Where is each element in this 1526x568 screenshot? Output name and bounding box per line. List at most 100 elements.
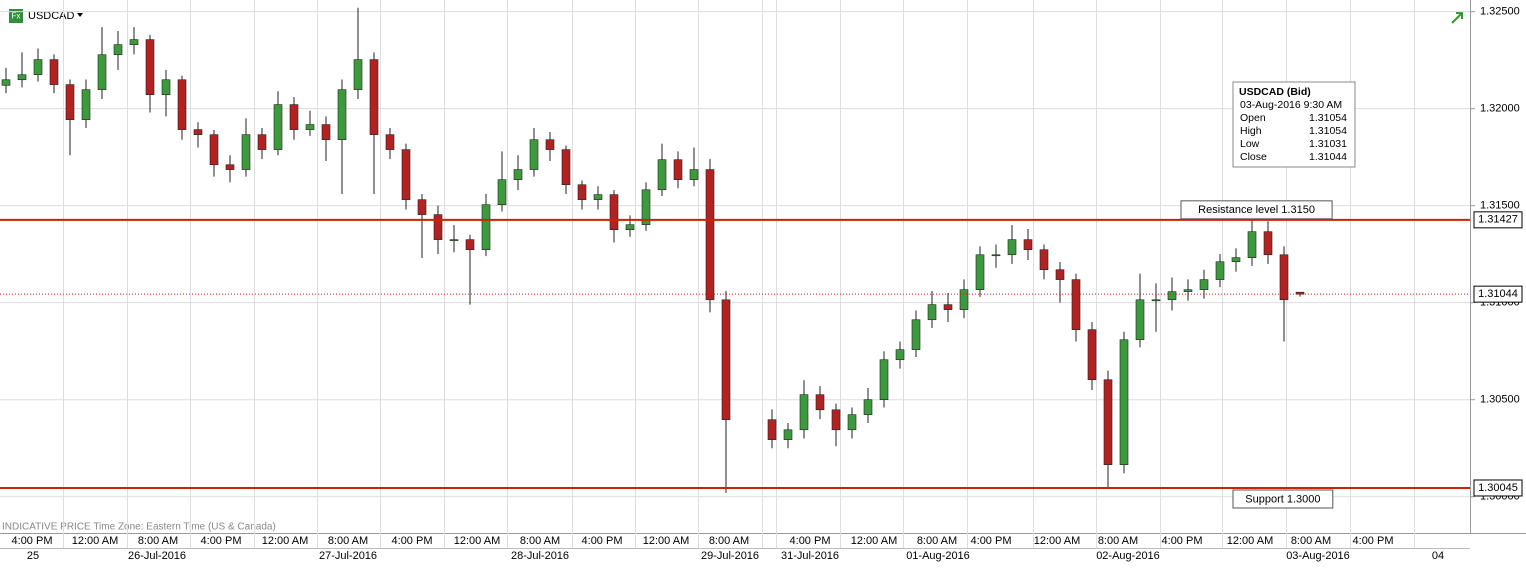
candle-body: [1103, 379, 1113, 466]
candle-body: [609, 194, 619, 231]
candle-body: [815, 394, 825, 411]
x-time-label: 8:00 AM: [1098, 535, 1138, 547]
price-level-label: 1.30045: [1478, 482, 1518, 494]
symbol-icon-text: Fx: [12, 12, 21, 21]
annotation-box: [1180, 200, 1333, 220]
x-date-label: 27-Jul-2016: [319, 550, 377, 562]
candle-body: [449, 239, 459, 241]
x-date-label: 01-Aug-2016: [906, 550, 970, 562]
candle-body: [497, 179, 507, 206]
x-time-label: 8:00 AM: [138, 535, 178, 547]
candle-body: [1, 79, 11, 86]
x-time-label: 12:00 AM: [72, 535, 118, 547]
candle-body: [959, 289, 969, 310]
candle-body: [577, 184, 587, 200]
x-date-label: 31-Jul-2016: [781, 550, 839, 562]
tooltip-row-label: Close: [1240, 151, 1267, 163]
candle-body: [975, 254, 985, 290]
candle-body: [657, 159, 667, 191]
tooltip-row-value: 1.31054: [1309, 112, 1347, 124]
candle-body: [1135, 299, 1145, 341]
candle-body: [81, 89, 91, 121]
candle-body: [783, 429, 793, 440]
x-time-label: 8:00 AM: [917, 535, 957, 547]
candle-body: [193, 129, 203, 135]
price-level-label: 1.31044: [1478, 288, 1518, 300]
candle-body: [1087, 329, 1097, 381]
x-time-label: 12:00 AM: [643, 535, 689, 547]
candle-body: [481, 204, 491, 251]
candle-body: [561, 149, 571, 186]
symbol-icon[interactable]: [9, 9, 23, 23]
x-date-label: 28-Jul-2016: [511, 550, 569, 562]
candle-body: [943, 304, 953, 310]
x-date-label: 29-Jul-2016: [701, 550, 759, 562]
x-time-label: 12:00 AM: [454, 535, 500, 547]
x-time-label: 8:00 AM: [520, 535, 560, 547]
candle-body: [385, 134, 395, 150]
x-time-label: 12:00 AM: [262, 535, 308, 547]
candle-body: [879, 359, 889, 401]
x-date-label: 03-Aug-2016: [1286, 550, 1350, 562]
x-date-label: 04: [1432, 550, 1444, 562]
candle-body: [257, 134, 267, 150]
candle-body: [1167, 291, 1177, 301]
x-time-label: 4:00 PM: [12, 535, 53, 547]
x-time-label: 4:00 PM: [971, 535, 1012, 547]
trend-icon: [1451, 12, 1463, 24]
candle-body: [767, 419, 777, 440]
y-tick-label: 1.30500: [1480, 394, 1520, 406]
tooltip-row-label: Low: [1240, 138, 1260, 150]
candle-body: [209, 134, 219, 166]
candle-body: [799, 394, 809, 431]
x-time-label: 4:00 PM: [392, 535, 433, 547]
candle-body: [1279, 254, 1289, 301]
dropdown-arrow[interactable]: [77, 13, 83, 17]
candle-body: [321, 124, 331, 141]
candle-body: [593, 194, 603, 200]
candle-body: [673, 159, 683, 180]
tooltip-box: [1232, 81, 1356, 168]
candle-body: [369, 59, 379, 135]
y-tick-label: 1.32000: [1480, 103, 1520, 115]
candle-body: [847, 414, 857, 431]
candle-body: [545, 139, 555, 150]
tooltip-row-label: High: [1240, 125, 1262, 137]
x-time-label: 4:00 PM: [1353, 535, 1394, 547]
x-time-label: 4:00 PM: [201, 535, 242, 547]
candle-body: [831, 409, 841, 431]
candle-body: [911, 319, 921, 350]
x-time-label: 8:00 AM: [1291, 535, 1331, 547]
tooltip-time: 03-Aug-2016 9:30 AM: [1240, 99, 1342, 111]
y-tick-label: 1.32500: [1480, 6, 1520, 18]
candle-body: [1119, 339, 1129, 466]
candle-body: [1199, 279, 1209, 290]
candle-body: [161, 79, 171, 95]
candle-body: [465, 239, 475, 251]
candle-body: [1007, 239, 1017, 256]
candle-body: [689, 169, 699, 180]
tooltip-row-value: 1.31031: [1309, 138, 1347, 150]
symbol[interactable]: USDCAD: [28, 10, 75, 22]
candle-body: [1071, 279, 1081, 330]
candle-body: [927, 304, 937, 321]
candle-body: [1055, 269, 1065, 280]
candle-body: [1151, 299, 1161, 302]
x-time-label: 12:00 AM: [1227, 535, 1273, 547]
x-time-label: 4:00 PM: [1162, 535, 1203, 547]
candle-body: [513, 169, 523, 180]
candle-body: [705, 169, 715, 301]
annotation-text: Support 1.3000: [1245, 493, 1320, 505]
tooltip-row-value: 1.31054: [1309, 125, 1347, 137]
x-time-label: 8:00 AM: [709, 535, 749, 547]
x-time-label: 12:00 AM: [851, 535, 897, 547]
price-level-label: 1.31427: [1478, 214, 1518, 226]
annotation-box: [1232, 489, 1334, 509]
candle-body: [289, 104, 299, 130]
tooltip-row-label: Open: [1240, 112, 1266, 124]
candle-body: [1231, 257, 1241, 263]
footer-note: INDICATIVE PRICE Time Zone: Eastern Time…: [2, 522, 276, 533]
